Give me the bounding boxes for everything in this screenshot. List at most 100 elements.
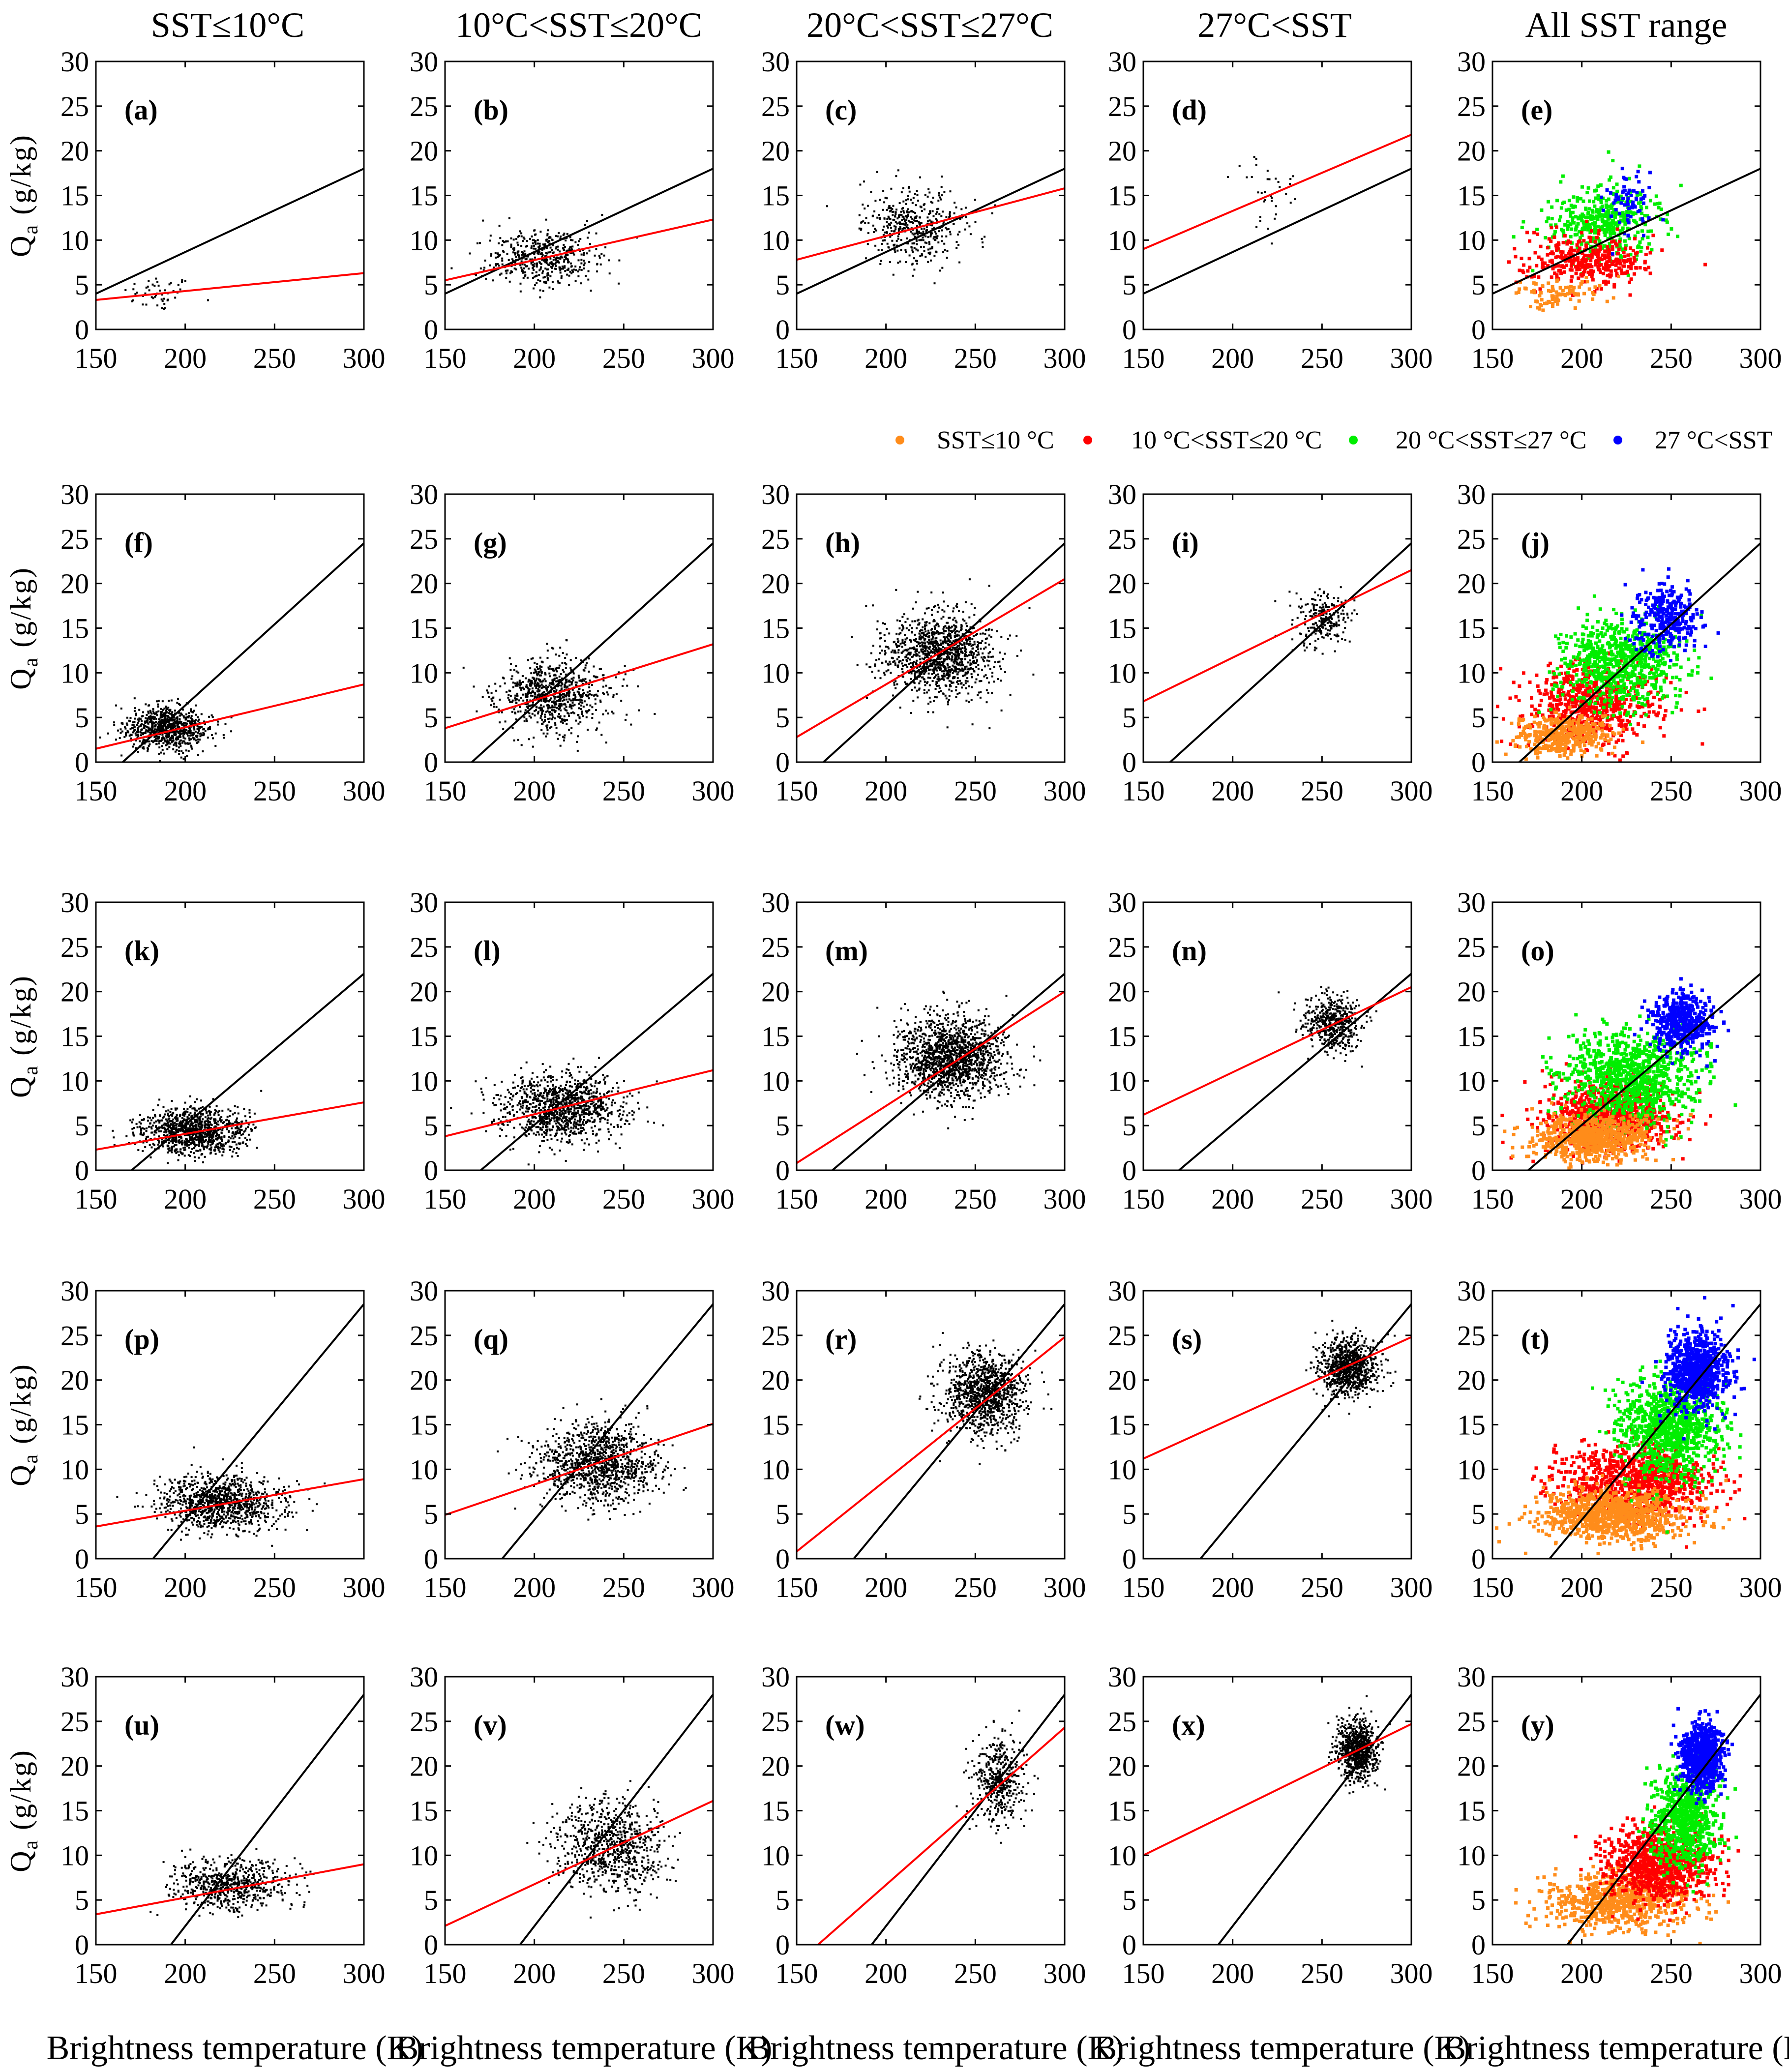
scatter-point [914, 193, 916, 195]
scatter-point [932, 631, 935, 634]
scatter-point [525, 696, 527, 698]
scatter-point [1612, 201, 1616, 205]
scatter-point [539, 684, 542, 687]
scatter-points [1226, 156, 1296, 245]
scatter-point [531, 680, 533, 682]
scatter-point [970, 631, 973, 634]
scatter-point [1580, 251, 1584, 255]
scatter-point [883, 225, 885, 228]
scatter-point [879, 217, 881, 219]
scatter-point [190, 744, 192, 747]
scatter-point [928, 253, 931, 256]
x-tick-label: 250 [253, 775, 296, 807]
scatter-point [598, 257, 601, 259]
scatter-point [965, 665, 968, 668]
scatter-point [960, 682, 963, 684]
scatter-point [1589, 259, 1593, 263]
scatter-point [1016, 654, 1018, 657]
scatter-point [937, 655, 939, 657]
scatter-point [558, 713, 560, 715]
scatter-point [1656, 202, 1660, 206]
scatter-point [537, 279, 539, 281]
scatter-point [171, 728, 173, 730]
scatter-point [542, 721, 545, 723]
scatter-point [553, 674, 555, 677]
scatter-point [1579, 282, 1583, 286]
scatter-point [1534, 299, 1538, 303]
scatter-point [956, 603, 958, 605]
scatter-point [133, 743, 135, 745]
scatter-point [545, 725, 548, 727]
scatter-point [920, 649, 923, 651]
scatter-point [537, 673, 539, 675]
scatter-point [549, 713, 551, 716]
scatter-point [1546, 246, 1550, 250]
scatter-point [917, 591, 919, 593]
scatter-point [930, 234, 932, 236]
scatter-point [179, 722, 181, 724]
scatter-point [514, 699, 517, 702]
scatter-point [921, 676, 923, 679]
y-tick-label: 10 [60, 224, 89, 256]
x-tick-label: 150 [424, 342, 467, 374]
scatter-point [135, 747, 137, 749]
scatter-point [534, 671, 537, 674]
scatter-point [176, 748, 178, 751]
scatter-point [916, 225, 918, 227]
scatter-point [1614, 200, 1618, 204]
scatter-point [1605, 255, 1609, 259]
scatter-point [920, 638, 922, 640]
scatter-point [555, 261, 558, 264]
scatter-point [940, 649, 943, 651]
scatter-point [938, 687, 941, 689]
scatter-point [499, 698, 501, 701]
scatter-point [544, 719, 546, 722]
scatter-point [198, 718, 200, 721]
scatter-point [912, 251, 914, 253]
reference-line [95, 168, 364, 295]
scatter-point [567, 694, 570, 697]
scatter-point [1659, 207, 1663, 211]
scatter-point [973, 670, 975, 672]
scatter-point [587, 694, 590, 696]
scatter-point [522, 277, 525, 279]
scatter-point [1647, 216, 1651, 220]
scatter-point [572, 698, 574, 700]
scatter-point [931, 609, 933, 611]
scatter-point [512, 251, 514, 254]
scatter-point [1576, 265, 1580, 268]
y-tick-label: 5 [75, 702, 89, 734]
scatter-point [113, 724, 116, 726]
scatter-point [520, 681, 522, 684]
scatter-point [943, 666, 945, 668]
scatter-point [954, 662, 955, 665]
scatter-point [1620, 271, 1624, 275]
scatter-point [975, 666, 978, 668]
scatter-point [931, 659, 933, 662]
y-tick-label: 15 [761, 180, 790, 212]
scatter-point [916, 627, 918, 629]
y-tick-label: 5 [1471, 269, 1486, 301]
scatter-point [939, 648, 942, 651]
scatter-point [933, 633, 935, 636]
scatter-point [125, 722, 128, 725]
scatter-point [522, 240, 524, 242]
scatter-point [984, 236, 986, 238]
scatter-point [563, 233, 566, 235]
scatter-point [166, 748, 169, 750]
scatter-point [125, 732, 127, 734]
scatter-point [1593, 225, 1597, 229]
scatter-point [553, 704, 556, 706]
scatter-point [903, 227, 905, 229]
scatter-point [897, 649, 900, 651]
y-axis-label-sub: a [20, 1839, 42, 1850]
scatter-point [886, 221, 888, 223]
scatter-point [1000, 680, 1002, 682]
scatter-point [556, 680, 558, 682]
scatter-point [1553, 271, 1557, 275]
scatter-point [168, 283, 171, 286]
scatter-point [537, 253, 539, 255]
scatter-point [538, 247, 540, 250]
scatter-point [149, 731, 152, 734]
scatter-point [578, 703, 580, 705]
